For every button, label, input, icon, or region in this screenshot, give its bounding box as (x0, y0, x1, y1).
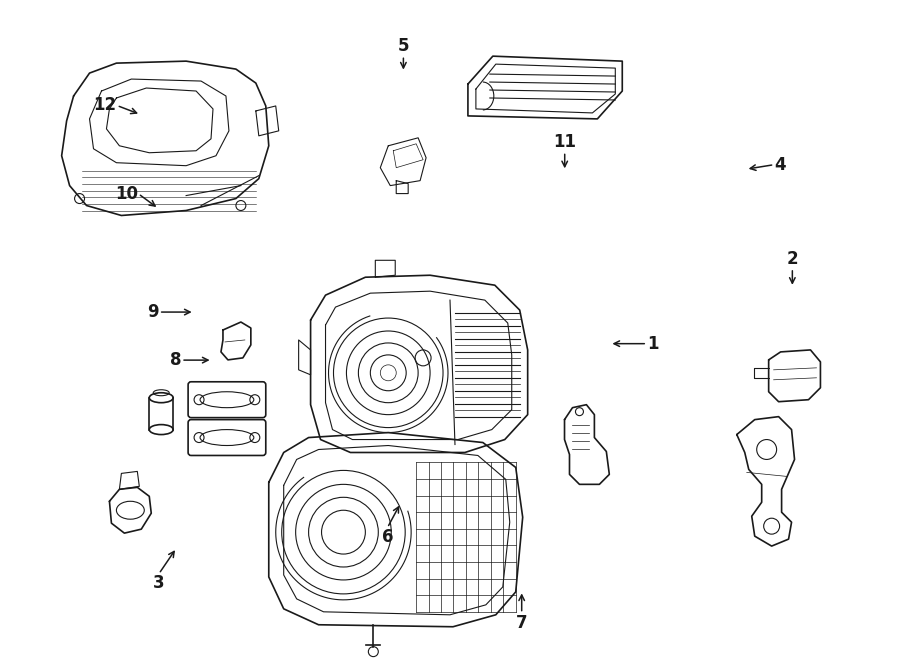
Text: 3: 3 (153, 574, 165, 592)
Text: 9: 9 (147, 303, 158, 321)
Text: 8: 8 (169, 351, 181, 369)
Text: 2: 2 (787, 250, 798, 268)
Text: 12: 12 (94, 97, 117, 114)
Text: 6: 6 (382, 528, 393, 546)
Text: 5: 5 (398, 38, 410, 56)
Text: 7: 7 (516, 613, 527, 631)
Text: 4: 4 (774, 155, 786, 174)
Text: 1: 1 (647, 334, 659, 353)
Text: 10: 10 (115, 184, 138, 202)
Text: 11: 11 (554, 134, 576, 151)
